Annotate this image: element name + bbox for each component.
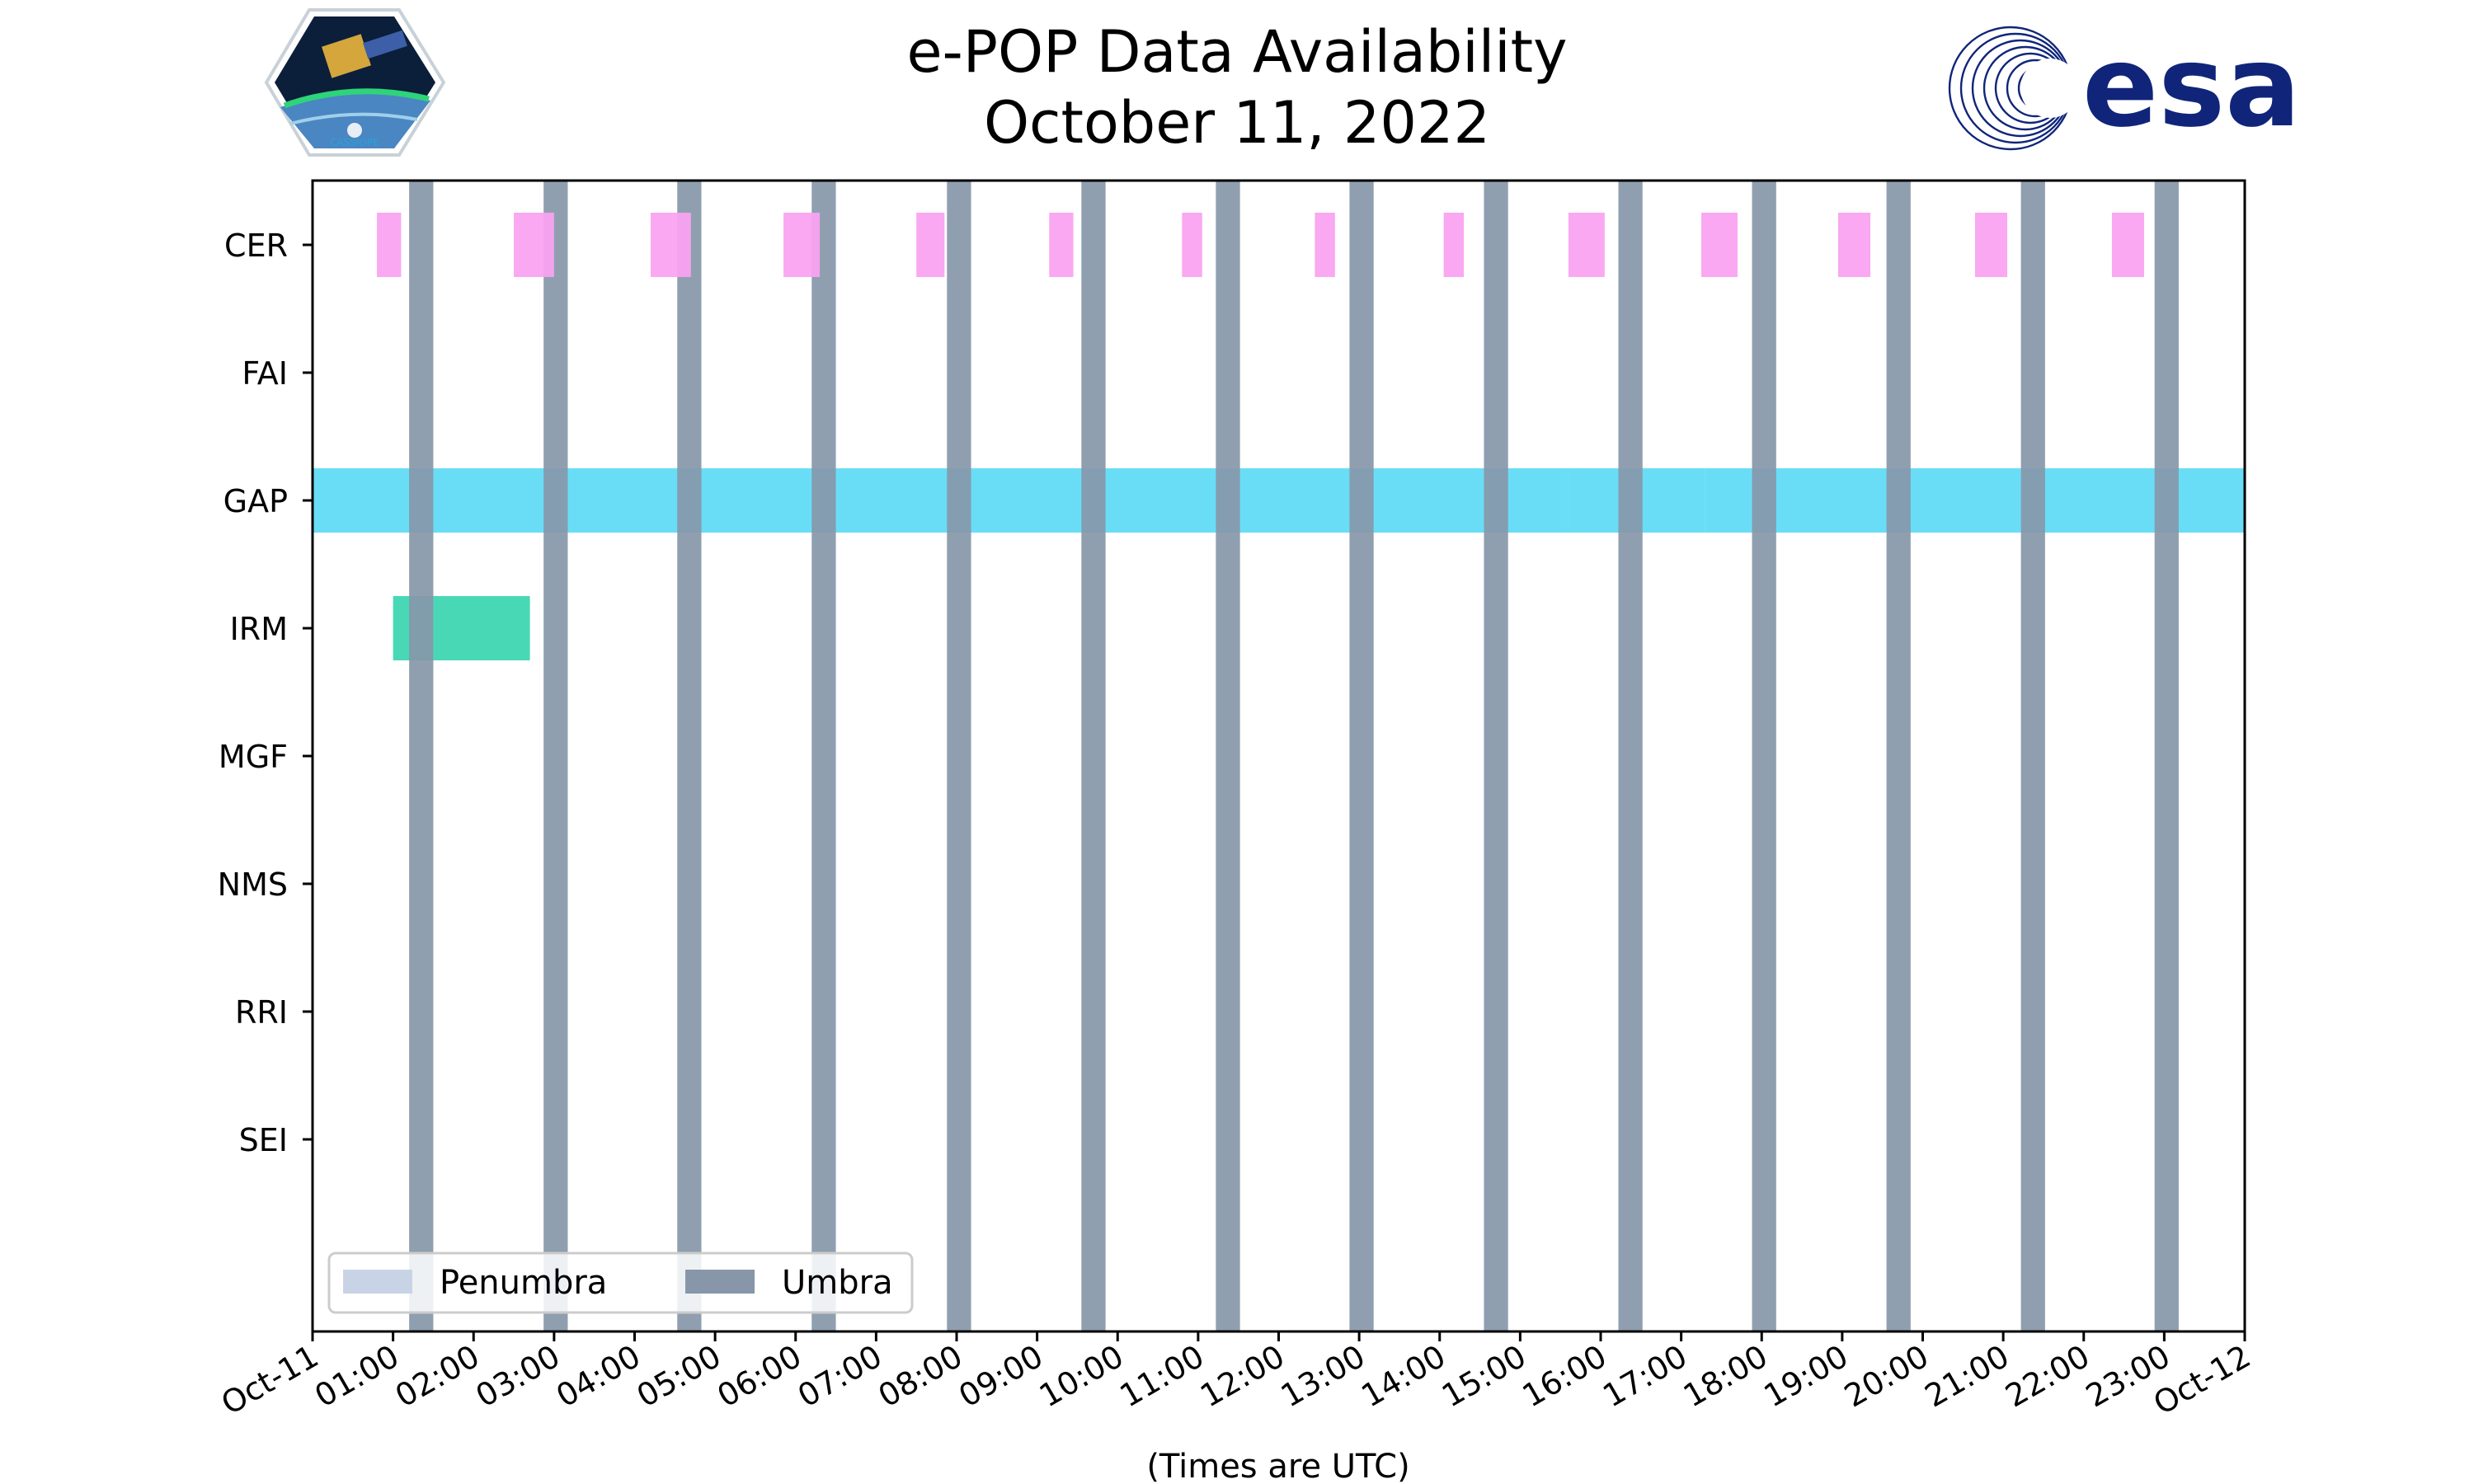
cer-bar-11 — [1837, 213, 1871, 277]
x-tick-label-6: 06:00 — [711, 1338, 807, 1415]
umbra-band-11 — [1886, 181, 1911, 1331]
umbra-band-5 — [1081, 181, 1106, 1331]
y-axis: CER FAI GAP IRM MGF NMS RRI SEI — [218, 228, 313, 1158]
x-tick-label-1: 01:00 — [308, 1338, 405, 1415]
cer-bar-12 — [1974, 213, 2008, 277]
y-tick-label-sei: SEI — [239, 1122, 288, 1158]
umbra-band-10 — [1752, 181, 1776, 1331]
chart-title-line-1: e-POP Data Availability — [906, 18, 1568, 86]
umbra-bands — [409, 181, 2179, 1331]
cer-bar-6 — [1182, 213, 1202, 277]
x-tick-label-5: 05:00 — [631, 1338, 727, 1415]
x-tick-label-19: 19:00 — [1758, 1338, 1855, 1415]
umbra-band-0 — [409, 181, 434, 1331]
x-tick-label-4: 04:00 — [550, 1338, 647, 1415]
umbra-band-4 — [947, 181, 971, 1331]
legend-penumbra-swatch — [343, 1270, 412, 1294]
plot-frame — [311, 179, 2246, 1333]
y-tick-label-mgf: MGF — [219, 739, 288, 775]
legend-penumbra-label: Penumbra — [440, 1264, 607, 1302]
cer-bars — [377, 213, 2144, 277]
cer-bar-7 — [1315, 213, 1335, 277]
x-tick-label-7: 07:00 — [792, 1338, 888, 1415]
cer-bar-5 — [1049, 213, 1074, 277]
cer-bar-1 — [514, 213, 554, 277]
legend-umbra-swatch — [685, 1270, 755, 1294]
x-tick-label-2: 02:00 — [389, 1338, 486, 1415]
chart-title-line-2: October 11, 2022 — [983, 89, 1491, 157]
y-tick-label-nms: NMS — [218, 866, 288, 903]
cassiope-mission-logo: CASSIOPE — [264, 8, 446, 157]
x-axis: Oct-1101:0002:0003:0004:0005:0006:0007:0… — [215, 1331, 2257, 1422]
x-tick-label-22: 22:00 — [1999, 1338, 2095, 1415]
umbra-band-12 — [2020, 181, 2045, 1331]
cer-bar-3 — [783, 213, 821, 277]
cer-bar-0 — [377, 213, 402, 277]
cer-bar-4 — [916, 213, 945, 277]
esa-logo: esa — [1948, 22, 2301, 153]
legend-umbra-label: Umbra — [782, 1264, 893, 1302]
cer-bar-8 — [1443, 213, 1465, 277]
gap-bar-0 — [313, 468, 1569, 533]
x-tick-label-10: 10:00 — [1033, 1338, 1130, 1415]
umbra-band-3 — [811, 181, 836, 1331]
umbra-band-13 — [2154, 181, 2179, 1331]
x-tick-label-13: 13:00 — [1275, 1338, 1371, 1415]
x-tick-label-21: 21:00 — [1919, 1338, 2015, 1415]
cer-bar-9 — [1568, 213, 1605, 277]
legend-box — [327, 1252, 914, 1314]
x-tick-label-12: 12:00 — [1194, 1338, 1291, 1415]
x-tick-label-20: 20:00 — [1838, 1338, 1935, 1415]
x-tick-label-11: 11:00 — [1114, 1338, 1211, 1415]
umbra-band-9 — [1618, 181, 1643, 1331]
umbra-band-8 — [1484, 181, 1508, 1331]
umbra-band-1 — [543, 181, 568, 1331]
x-tick-label-3: 03:00 — [470, 1338, 567, 1415]
cassiope-logo-text: CASSIOPE — [330, 137, 379, 148]
cer-bar-10 — [1701, 213, 1738, 277]
x-tick-label-0: Oct-11 — [215, 1338, 325, 1422]
y-tick-label-irm: IRM — [230, 611, 288, 647]
y-tick-label-cer: CER — [224, 228, 288, 264]
legend: Penumbra Umbra — [327, 1252, 914, 1314]
x-tick-label-8: 08:00 — [872, 1338, 969, 1415]
y-tick-label-fai: FAI — [242, 355, 288, 392]
x-tick-label-17: 17:00 — [1597, 1338, 1693, 1415]
x-axis-label: (Times are UTC) — [1146, 1448, 1409, 1484]
y-tick-label-gap: GAP — [223, 483, 288, 519]
umbra-band-6 — [1216, 181, 1240, 1331]
y-tick-label-rri: RRI — [235, 994, 288, 1031]
cer-bar-13 — [2111, 213, 2144, 277]
esa-logo-text: esa — [2082, 22, 2301, 153]
umbra-band-7 — [1349, 181, 1374, 1331]
gap-bars — [313, 468, 2245, 533]
x-tick-label-18: 18:00 — [1677, 1338, 1774, 1415]
x-tick-label-9: 09:00 — [952, 1338, 1049, 1415]
cer-bar-2 — [651, 213, 691, 277]
x-tick-label-16: 16:00 — [1517, 1338, 1613, 1415]
umbra-band-2 — [677, 181, 702, 1331]
x-tick-label-15: 15:00 — [1436, 1338, 1532, 1415]
x-tick-label-14: 14:00 — [1355, 1338, 1451, 1415]
